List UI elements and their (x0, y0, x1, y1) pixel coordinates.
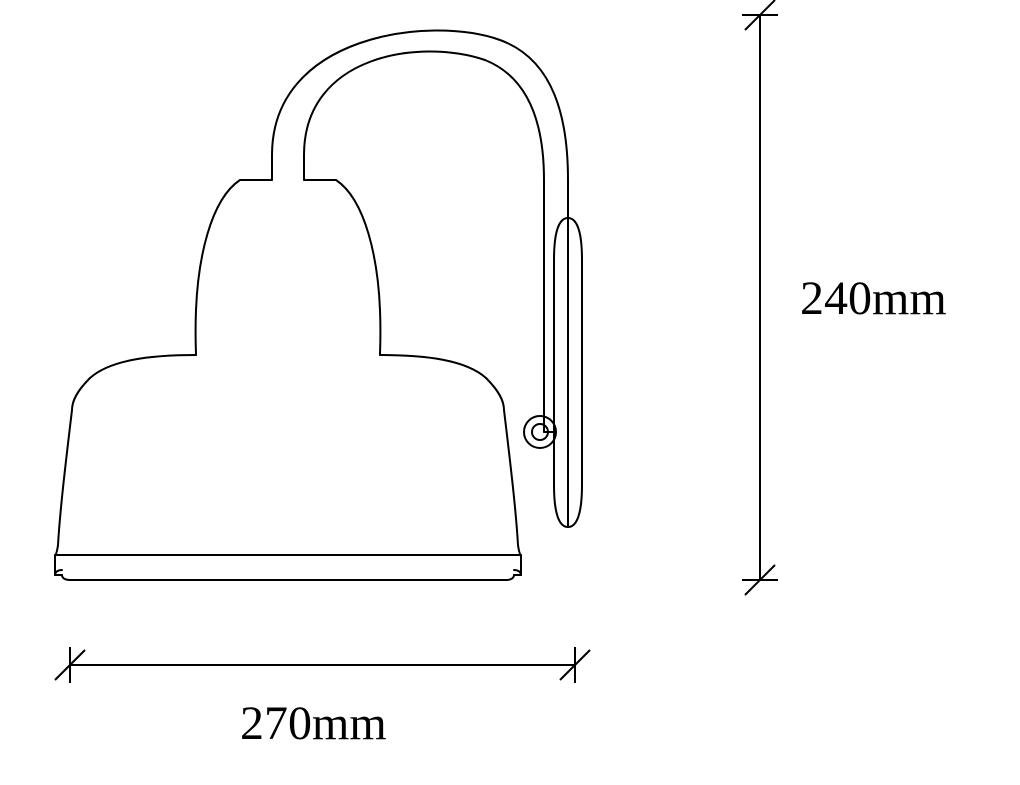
height-dimension-label: 240mm (800, 275, 947, 323)
diagram-canvas: 270mm 240mm (0, 0, 1020, 785)
height-dimension (0, 0, 1020, 785)
